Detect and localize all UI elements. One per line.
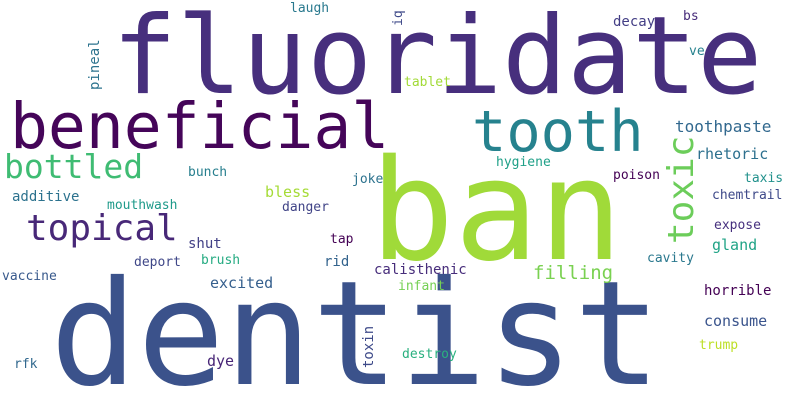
word-filling: filling: [533, 262, 614, 284]
word-rfk: rfk: [14, 357, 38, 372]
word-bottled: bottled: [4, 147, 144, 186]
word-mouthwash: mouthwash: [107, 198, 178, 213]
word-calisthenic: calisthenic: [374, 262, 467, 278]
word-bless: bless: [265, 183, 311, 201]
word-chemtrail: chemtrail: [712, 188, 783, 203]
word-taxis: taxis: [744, 171, 784, 186]
word-laugh: laugh: [290, 1, 330, 16]
word-tap: tap: [330, 232, 354, 247]
word-joke: joke: [352, 172, 384, 187]
word-danger: danger: [282, 200, 329, 215]
word-cavity: cavity: [647, 251, 694, 266]
word-excited: excited: [210, 274, 274, 292]
word-pineal: pineal: [87, 39, 103, 90]
word-poison: poison: [613, 168, 660, 183]
word-toxin: toxin: [361, 325, 377, 368]
word-toothpaste: toothpaste: [675, 117, 772, 136]
word-consume: consume: [704, 312, 768, 330]
word-expose: expose: [714, 218, 761, 233]
word-trump: trump: [699, 338, 739, 353]
word-decay: decay: [613, 14, 656, 30]
word-toxic: toxic: [661, 135, 702, 244]
word-horrible: horrible: [704, 283, 772, 299]
word-rid: rid: [324, 254, 350, 270]
word-topical: topical: [26, 208, 178, 249]
word-tooth: tooth: [472, 99, 644, 165]
word-beneficial: beneficial: [10, 90, 390, 163]
word-gland: gland: [712, 236, 758, 254]
word-rhetoric: rhetoric: [696, 145, 769, 163]
word-deport: deport: [134, 255, 181, 270]
word-dentist: dentist: [50, 250, 662, 400]
word-fluoridate: fluoridate: [112, 0, 763, 119]
word-dye: dye: [207, 352, 235, 370]
word-additive: additive: [12, 189, 80, 205]
word-hygiene: hygiene: [496, 155, 551, 170]
word-bs: bs: [683, 9, 699, 24]
word-tablet: tablet: [404, 75, 451, 90]
word-brush: brush: [201, 253, 241, 268]
word-iq: iq: [391, 10, 406, 26]
word-infant: infant: [398, 279, 445, 294]
word-destroy: destroy: [402, 347, 457, 362]
word-vaccine: vaccine: [2, 269, 57, 284]
word-shut: shut: [188, 236, 222, 252]
word-ve: ve: [689, 44, 705, 59]
word-ban: ban: [370, 130, 623, 293]
word-bunch: bunch: [188, 165, 228, 180]
